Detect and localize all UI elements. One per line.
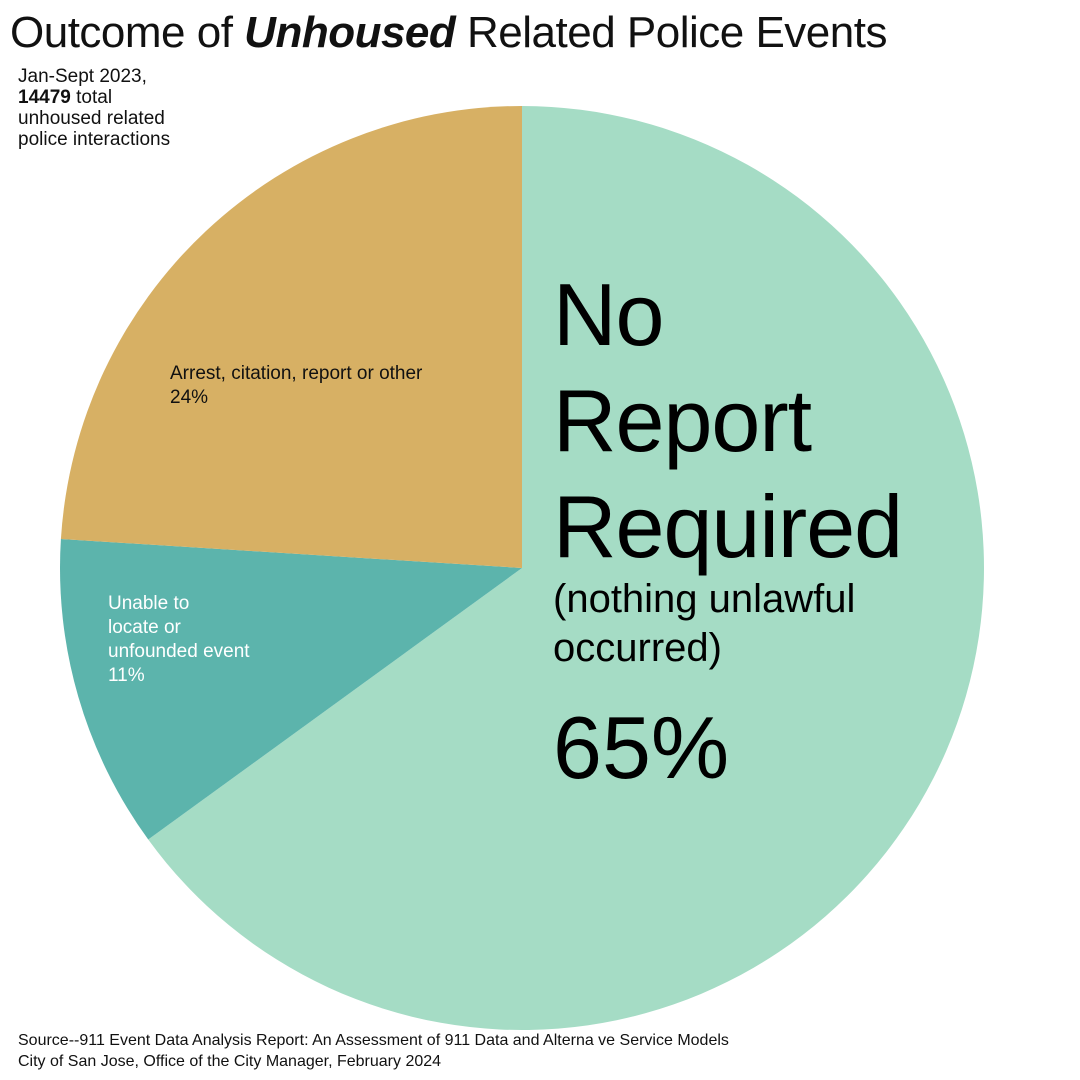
subtitle-line-3: unhoused related xyxy=(18,108,165,129)
slice-label-no-report-note-1: (nothing unlawful xyxy=(553,577,856,621)
slice-label-no-report-note: (nothing unlawful occurred) xyxy=(553,575,855,673)
chart-title-post: Related Police Events xyxy=(455,8,887,57)
slice-label-arrest-pct: 24% xyxy=(170,387,209,408)
slice-label-no-report-line-2: Report xyxy=(553,371,812,470)
subtitle-total: 14479 xyxy=(18,87,71,108)
slice-label-no-report-line-3: Required xyxy=(553,477,903,576)
chart-subtitle: Jan-Sept 2023, 14479 total unhoused rela… xyxy=(18,66,170,150)
source-note: Source--911 Event Data Analysis Report: … xyxy=(18,1030,729,1072)
slice-label-no-report-line-1: No xyxy=(553,265,665,364)
pie-slice-unable-to-locate-or-unfounded-event xyxy=(59,538,522,840)
subtitle-total-suffix: total xyxy=(70,87,113,108)
source-line-1: Source--911 Event Data Analysis Report: … xyxy=(18,1032,729,1049)
slice-label-unable-pct: 11% xyxy=(108,665,145,686)
subtitle-line-2: 14479 total xyxy=(18,87,170,108)
subtitle-line-4: police interactions xyxy=(18,129,171,150)
slice-label-no-report-pct: 65% xyxy=(553,698,730,797)
slice-label-unable-line-1: Unable to xyxy=(108,593,190,614)
chart-title-pre: Outcome of xyxy=(10,8,245,57)
slice-label-arrest: Arrest, citation, report or other 24% xyxy=(170,362,422,410)
slice-label-unable-line-3: unfounded event xyxy=(108,641,250,662)
pie-slice-arrest-citation-report-or-other xyxy=(60,106,522,568)
slice-label-unable: Unable to locate or unfounded event 11% xyxy=(108,592,250,688)
subtitle-line-1: Jan-Sept 2023, xyxy=(18,66,147,87)
slice-label-arrest-name: Arrest, citation, report or other xyxy=(170,363,423,384)
slice-label-unable-line-2: locate or xyxy=(108,617,181,638)
slice-label-no-report-name: No Report Required xyxy=(553,262,903,580)
pie-slice-no-report-required xyxy=(148,106,984,1030)
chart-title: Outcome of Unhoused Related Police Event… xyxy=(10,8,887,58)
chart-title-emphasis: Unhoused xyxy=(244,8,456,57)
source-line-2: City of San Jose, Office of the City Man… xyxy=(18,1053,442,1070)
slice-label-no-report-note-2: occurred) xyxy=(553,626,722,670)
